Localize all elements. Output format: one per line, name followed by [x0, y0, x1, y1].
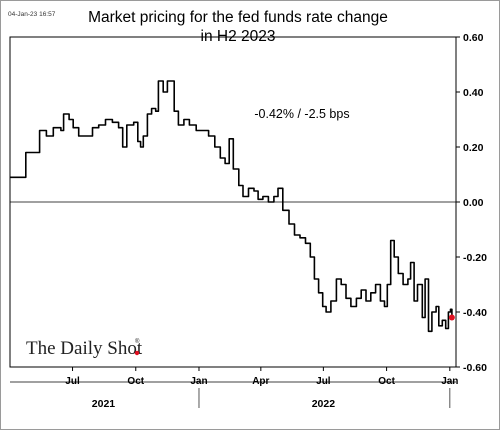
x-axis: Jul Oct Jan Apr Jul Oct Jan: [65, 367, 458, 387]
brand-logo: The Daily Shot ®: [26, 338, 143, 359]
y-tick-label: 0.00: [463, 197, 484, 209]
brand-text: The Daily Shot: [26, 338, 143, 359]
latest-value-marker: [448, 314, 455, 321]
x-tick-label: Jan: [441, 376, 458, 387]
brand-dot: [134, 350, 140, 356]
x-tick-label: Jul: [65, 376, 80, 387]
brand-registered-mark: ®: [135, 338, 140, 345]
x-tick-label: Jan: [190, 376, 207, 387]
y-tick-label: 0.60: [463, 32, 484, 44]
timestamp: 04-Jan-23 16:57: [8, 11, 56, 18]
y-axis: 0.60 0.40 0.20 0.00 -0.20 -0.40 -0.60: [456, 32, 487, 374]
latest-value-annotation: -0.42% / -2.5 bps: [254, 107, 349, 121]
year-axis: 2021 2022: [92, 388, 451, 410]
y-tick-label: -0.20: [463, 252, 487, 264]
y-tick-label: -0.60: [463, 362, 487, 374]
x-tick-label: Oct: [127, 376, 144, 387]
x-tick-label: Oct: [378, 376, 395, 387]
x-tick-label: Apr: [252, 376, 269, 387]
chart-title-line-1: Market pricing for the fed funds rate ch…: [88, 9, 388, 26]
series-line: [10, 80, 453, 333]
y-tick-label: 0.40: [463, 87, 484, 99]
y-tick-label: -0.40: [463, 307, 487, 319]
x-tick-label: Jul: [316, 376, 331, 387]
year-label: 2021: [92, 398, 116, 410]
year-label: 2022: [312, 398, 336, 410]
y-tick-label: 0.20: [463, 142, 484, 154]
